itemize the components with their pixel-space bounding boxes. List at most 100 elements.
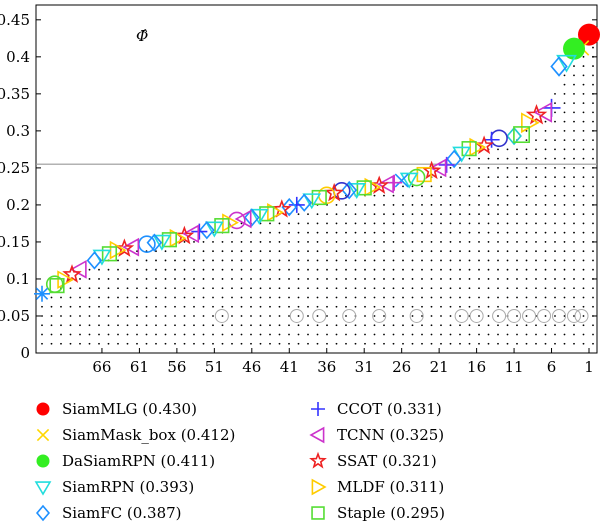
grid-dot	[468, 333, 471, 336]
grid-dot	[69, 342, 72, 345]
grid-dot	[79, 287, 81, 290]
grid-dot	[497, 213, 499, 216]
grid-dot	[259, 315, 262, 317]
legend-item: CCOT (0.331)	[307, 396, 442, 422]
grid-dot	[592, 46, 594, 49]
grid-dot	[307, 333, 309, 336]
tracker-marker	[296, 193, 313, 212]
grid-dot	[240, 268, 243, 271]
grid-dot	[554, 92, 556, 95]
grid-dot	[478, 176, 480, 179]
grid-dot	[231, 259, 233, 262]
grid-dot	[535, 278, 537, 280]
y-tick-label: 0.05	[0, 307, 30, 325]
grid-dot	[240, 241, 243, 243]
grid-dot	[164, 296, 167, 299]
grid-dot	[535, 296, 537, 299]
grid-dot	[459, 268, 461, 271]
grid-dot	[421, 315, 423, 317]
grid-dot	[60, 333, 62, 336]
grid-dot	[288, 333, 290, 336]
grid-dot	[544, 157, 547, 160]
grid-dot	[136, 296, 138, 299]
grid-dot	[582, 222, 585, 225]
grid-dot	[506, 148, 509, 151]
grid-dot	[174, 287, 176, 290]
grid-dot	[392, 204, 395, 206]
grid-dot	[535, 157, 537, 160]
grid-dot	[69, 324, 72, 327]
grid-dot	[202, 250, 205, 253]
grid-dot	[478, 342, 480, 345]
grid-dot	[354, 268, 357, 271]
grid-dot	[440, 204, 442, 206]
grid-dot	[440, 213, 442, 216]
grid-dot	[525, 129, 528, 132]
grid-dot	[563, 241, 566, 243]
grid-dot	[69, 315, 72, 317]
grid-dot	[563, 139, 566, 142]
grid-dot	[582, 120, 585, 123]
grid-dot	[497, 241, 499, 243]
grid-dot	[478, 157, 480, 160]
grid-dot	[98, 324, 100, 327]
grid-dot	[582, 342, 585, 345]
grid-dot	[117, 324, 119, 327]
grid-dot	[259, 305, 262, 308]
grid-dot	[478, 268, 480, 271]
grid-dot	[459, 324, 461, 327]
grid-dot	[554, 176, 556, 179]
grid-dot	[468, 176, 471, 179]
legend-marker	[311, 478, 327, 496]
grid-dot	[478, 166, 480, 169]
y-tick-label: 0.4	[6, 48, 30, 66]
grid-dot	[259, 241, 262, 243]
grid-dot	[335, 324, 338, 327]
grid-dot	[506, 222, 509, 225]
grid-dot	[592, 222, 594, 225]
grid-dot	[516, 241, 518, 243]
grid-dot	[430, 194, 433, 197]
grid-dot	[307, 231, 309, 234]
grid-dot	[373, 333, 376, 336]
grid-dot	[525, 268, 528, 271]
grid-dot	[497, 333, 499, 336]
grid-dot	[402, 278, 404, 280]
legend-marker	[36, 402, 50, 416]
gray-circle-marker	[567, 308, 582, 323]
grid-dot	[174, 250, 176, 253]
gray-circle-marker	[492, 308, 507, 323]
grid-dot	[345, 324, 347, 327]
grid-dot	[506, 305, 509, 308]
grid-dot	[345, 296, 347, 299]
grid-dot	[544, 296, 547, 299]
grid-dot	[459, 305, 461, 308]
grid-dot	[516, 213, 518, 216]
grid-dot	[345, 268, 347, 271]
grid-dot	[459, 250, 461, 253]
grid-dot	[582, 268, 585, 271]
grid-dot	[126, 278, 129, 280]
grid-dot	[326, 315, 328, 317]
y-tick-label: 0	[20, 344, 30, 362]
grid-dot	[335, 287, 338, 290]
grid-dot	[459, 278, 461, 280]
grid-dot	[231, 333, 233, 336]
grid-dot	[582, 166, 585, 169]
grid-dot	[335, 333, 338, 336]
grid-dot	[392, 315, 395, 317]
grid-dot	[497, 278, 499, 280]
grid-dot	[440, 333, 442, 336]
grid-dot	[145, 259, 148, 262]
grid-dot	[430, 185, 433, 188]
grid-dot	[316, 324, 319, 327]
gray-circle-marker	[409, 308, 424, 323]
grid-dot	[573, 296, 575, 299]
grid-dot	[288, 296, 290, 299]
grid-dot	[592, 342, 594, 345]
legend-label: SiamMLG (0.430)	[62, 400, 197, 418]
grid-dot	[506, 194, 509, 197]
grid-dot	[278, 315, 281, 317]
grid-dot	[373, 241, 376, 243]
